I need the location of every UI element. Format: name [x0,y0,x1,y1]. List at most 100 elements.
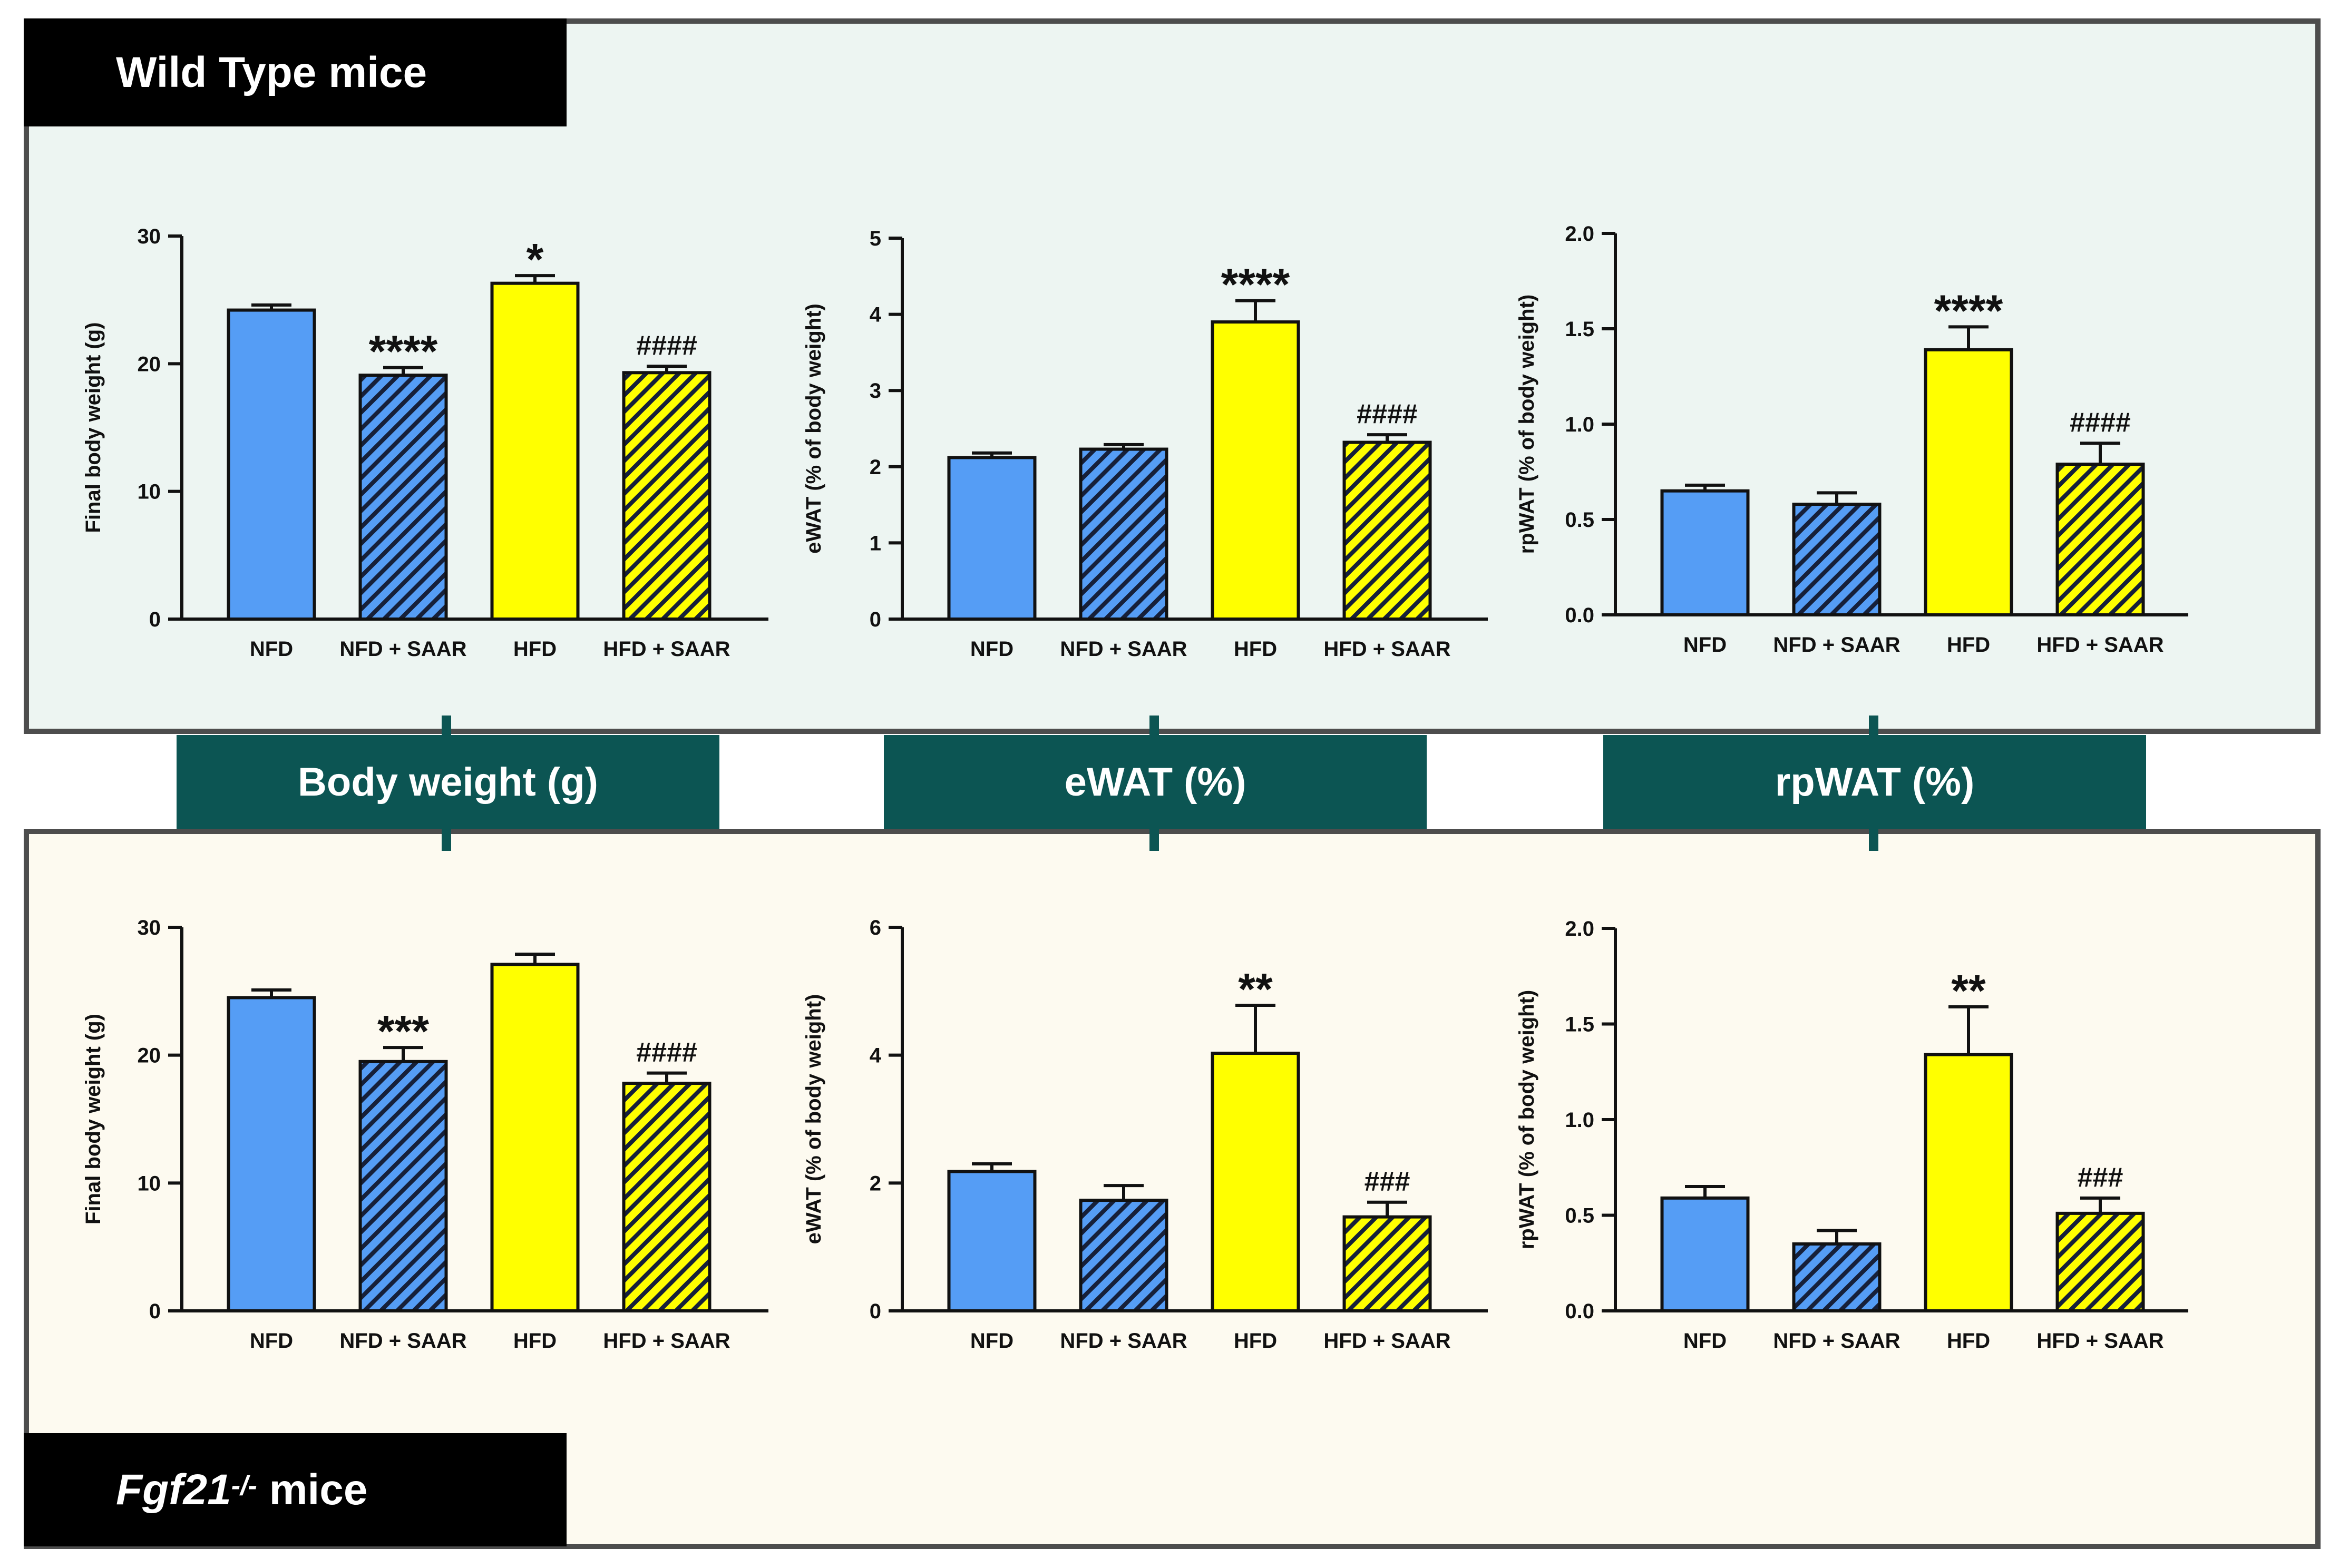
chart-5-significance-3: ** [1238,964,1273,1014]
chart-4-y-tick-label: 10 [138,1172,161,1195]
chart-3-category-label-3: HFD [1947,633,1990,656]
chart-4-y-tick-label: 0 [149,1300,161,1323]
wild-type-label: Wild Type mice [24,18,567,126]
chart-6-bar-3 [1924,1053,2013,1312]
chart-4-category-label-2: NFD + SAAR [339,1329,466,1353]
chart-2-y-axis-label: eWAT (% of body weight) [802,303,825,554]
chart-5-bar-1 [947,1170,1037,1313]
chart-6-y-axis-label: rpWAT (% of body weight) [1515,990,1538,1250]
chart-2-significance-3: **** [1221,260,1290,309]
connector-ewat-top [1149,716,1159,737]
chart-1-bar-3 [490,281,580,621]
chart-3-significance-4: #### [2070,407,2131,438]
chart-6-category-label-4: HFD + SAAR [2036,1329,2163,1353]
chart-2-significance-4: #### [1357,399,1418,429]
chart-1-y-tick-label: 10 [138,481,161,504]
chart-3-bar-1 [1660,489,1750,617]
chart-5-y-tick-label: 0 [870,1300,881,1323]
chart-3-y-axis-label: rpWAT (% of body weight) [1515,295,1538,554]
metric-label-ewat: eWAT (%) [884,735,1427,829]
chart-3-significance-3: **** [1934,286,2003,335]
chart-2-bar-3 [1211,320,1300,621]
connector-rpwat-top [1869,716,1878,737]
chart-1-category-label-1: NFD [250,638,293,661]
knockout-label-rest: mice [257,1465,368,1514]
chart-1-category-label-4: HFD + SAAR [603,638,730,661]
chart-6-category-label-3: HFD [1947,1329,1990,1353]
chart-5-category-label-1: NFD [970,1329,1013,1353]
chart-3-bar-2 [1792,503,1882,616]
chart-6-bar-4 [2055,1211,2145,1313]
chart-2-y-tick-label: 1 [870,532,881,555]
chart-3-y-tick-label: 0.0 [1565,604,1594,627]
connector-ewat-bottom [1149,827,1159,851]
chart-4-y-axis-label: Final body weight (g) [82,1014,105,1224]
chart-2-category-label-3: HFD [1234,638,1277,661]
chart-5-significance-4: ### [1365,1167,1410,1197]
chart-1-y-tick-label: 0 [149,608,161,631]
chart-1-y-tick-label: 30 [138,225,161,248]
metric-label-rpwat-text: rpWAT (%) [1775,759,1975,805]
chart-3-category-label-4: HFD + SAAR [2036,633,2163,656]
chart-1-y-axis-label: Final body weight (g) [82,322,105,533]
chart-1-y-tick-label: 20 [138,352,161,376]
chart-3-y-tick-label: 2.0 [1565,222,1594,246]
chart-5-category-label-3: HFD [1234,1329,1277,1353]
chart-1-significance-4: #### [636,330,697,361]
connector-body-weight-top [442,716,451,737]
chart-1-bar-1 [227,308,316,621]
chart-2-bar-2 [1079,447,1168,621]
chart-4-category-label-4: HFD + SAAR [603,1329,730,1353]
chart-6-y-tick-label: 0.0 [1565,1300,1594,1323]
chart-6-significance-3: ** [1951,966,1986,1015]
chart-4-bar-4 [622,1082,712,1312]
chart-1-significance-3: * [527,234,544,284]
chart-3-y-tick-label: 1.5 [1565,318,1594,341]
connector-body-weight-bottom [442,827,451,851]
chart-2-y-tick-label: 0 [870,608,881,631]
chart-6-y-tick-label: 1.5 [1565,1013,1594,1036]
chart-5-y-axis-label: eWAT (% of body weight) [802,994,825,1244]
chart-4-category-label-3: HFD [513,1329,557,1353]
knockout-label-gene: Fgf21 [116,1465,231,1514]
chart-6-bar-2 [1792,1242,1882,1312]
chart-3-y-tick-label: 1.0 [1565,413,1594,436]
chart-6-significance-4: ### [2078,1162,2123,1193]
chart-4-bar-2 [358,1060,448,1313]
chart-6-category-label-2: NFD + SAAR [1773,1329,1900,1353]
connector-rpwat-bottom [1869,827,1878,851]
chart-6-y-tick-label: 0.5 [1565,1204,1594,1228]
chart-4-bar-3 [490,963,580,1312]
knockout-label-sup: -/- [231,1470,257,1501]
metric-label-ewat-text: eWAT (%) [1064,759,1246,805]
chart-3-bar-3 [1924,348,2013,616]
metric-label-rpwat: rpWAT (%) [1603,735,2146,829]
chart-2-y-tick-label: 4 [870,303,882,327]
chart-5-y-tick-label: 6 [870,916,881,939]
chart-5-bar-4 [1342,1215,1432,1312]
chart-3-bar-4 [2055,463,2145,617]
chart-5-y-tick-label: 4 [870,1044,882,1067]
chart-2-bar-1 [947,456,1037,621]
chart-6-y-tick-label: 2.0 [1565,917,1594,940]
chart-5-y-tick-label: 2 [870,1172,881,1195]
chart-6-bar-1 [1660,1196,1750,1313]
chart-5-bar-2 [1079,1199,1168,1312]
chart-4-category-label-1: NFD [250,1329,293,1353]
chart-5-category-label-2: NFD + SAAR [1060,1329,1187,1353]
chart-2-bar-4 [1342,440,1432,621]
chart-4-significance-4: #### [636,1037,697,1068]
chart-3-category-label-2: NFD + SAAR [1773,633,1900,656]
chart-5-bar-3 [1211,1052,1300,1312]
chart-5-category-label-4: HFD + SAAR [1323,1329,1450,1353]
chart-1-bar-2 [358,374,448,621]
chart-3-category-label-1: NFD [1683,633,1727,656]
chart-2-category-label-4: HFD + SAAR [1323,638,1450,661]
wild-type-label-text: Wild Type mice [116,48,427,96]
chart-2-category-label-2: NFD + SAAR [1060,638,1187,661]
chart-4-bar-1 [227,996,316,1312]
chart-1-category-label-3: HFD [513,638,557,661]
chart-2-y-tick-label: 3 [870,379,881,403]
